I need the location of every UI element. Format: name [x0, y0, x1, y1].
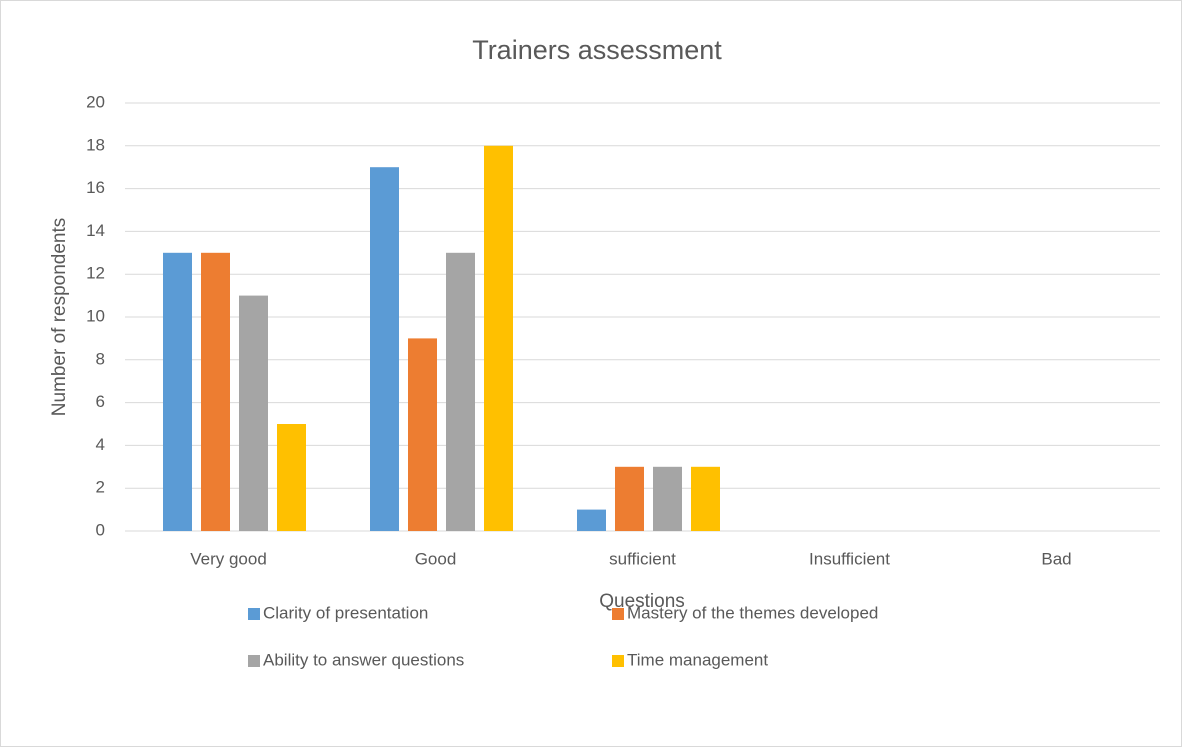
bar — [691, 466, 720, 531]
bar — [653, 466, 682, 531]
bar — [577, 509, 606, 531]
y-tick-label: 12 — [86, 264, 105, 283]
legend-swatch — [612, 608, 624, 620]
bar — [615, 466, 644, 531]
y-axis-label: Number of respondents — [49, 218, 70, 417]
x-tick-label: Very good — [190, 549, 267, 568]
legend-label: Ability to answer questions — [263, 650, 464, 669]
y-tick-label: 8 — [96, 349, 105, 368]
y-tick-label: 0 — [96, 520, 105, 539]
y-tick-label: 6 — [96, 392, 105, 411]
y-tick-label: 14 — [86, 221, 105, 240]
x-tick-label: Bad — [1041, 549, 1071, 568]
bar — [446, 252, 475, 532]
bar — [239, 295, 268, 531]
x-tick-label: Good — [415, 549, 457, 568]
bar — [484, 145, 513, 532]
y-tick-label: 16 — [86, 178, 105, 197]
y-tick-label: 18 — [86, 135, 105, 154]
x-axis-label: Questions — [599, 591, 685, 612]
legend-label: Mastery of the themes developed — [627, 603, 878, 622]
y-tick-label: 20 — [86, 92, 105, 111]
bar — [277, 424, 306, 531]
legend-swatch — [612, 655, 624, 667]
x-tick-label: sufficient — [609, 549, 676, 568]
bar — [408, 338, 437, 531]
chart-title: Trainers assessment — [472, 35, 722, 65]
bar — [370, 167, 399, 531]
y-tick-label: 10 — [86, 306, 105, 325]
bar — [201, 252, 230, 532]
bar — [163, 252, 192, 532]
y-tick-label: 2 — [96, 478, 105, 497]
legend-swatch — [248, 655, 260, 667]
legend-label: Time management — [627, 650, 768, 669]
legend-swatch — [248, 608, 260, 620]
x-tick-label: Insufficient — [809, 549, 890, 568]
legend-label: Clarity of presentation — [263, 603, 428, 622]
y-tick-label: 4 — [96, 435, 105, 454]
